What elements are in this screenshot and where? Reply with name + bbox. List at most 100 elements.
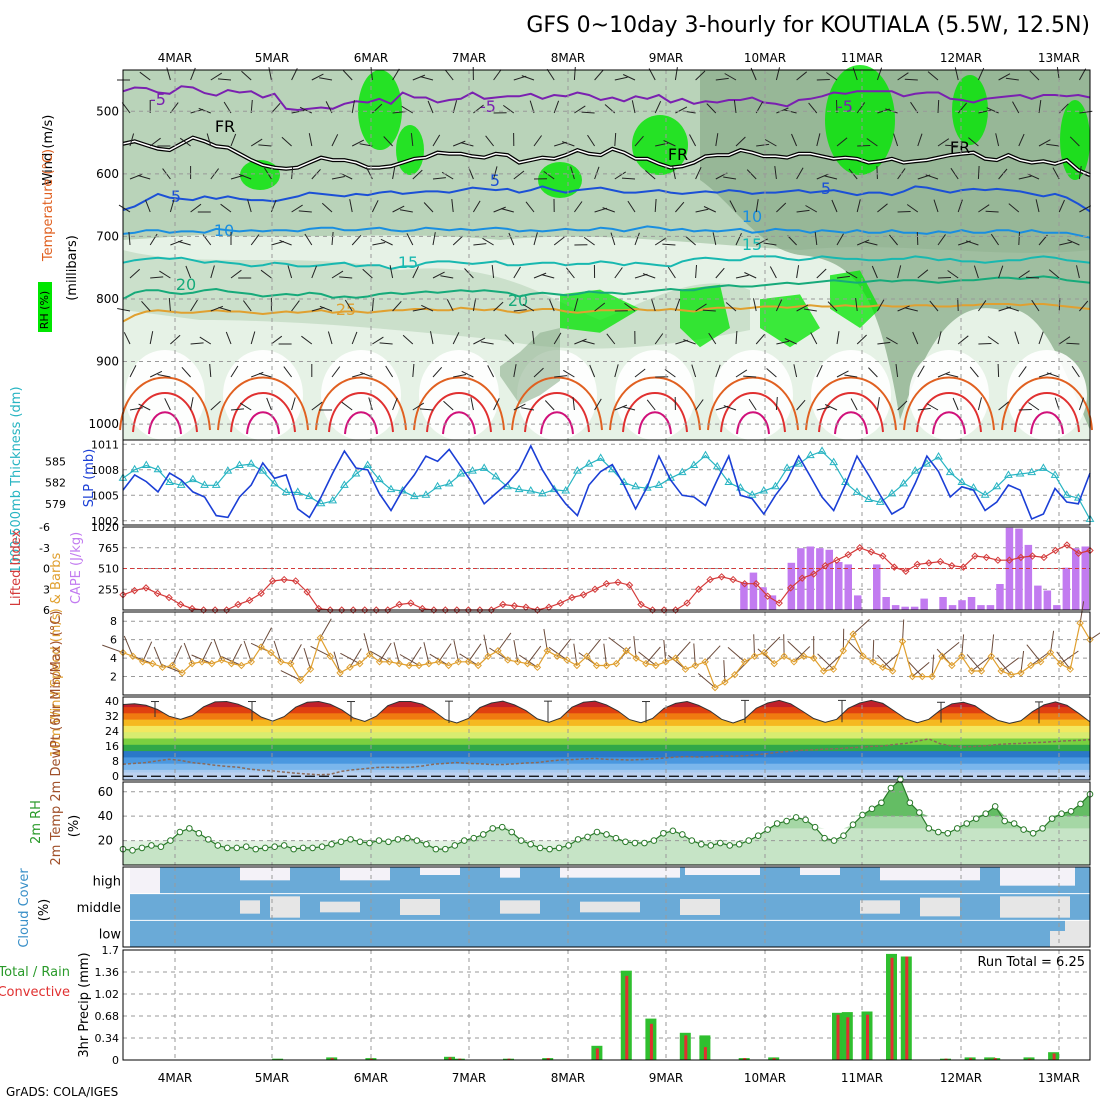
- rh2m-marker: [849, 821, 857, 829]
- wind-barb: [1018, 231, 1020, 246]
- lifted-index-marker: [740, 580, 749, 588]
- lifted-index-marker: [798, 574, 806, 582]
- panel-frame: [122, 439, 1091, 526]
- lifted-index-marker: [602, 580, 611, 588]
- surface-wind-barb: [423, 642, 430, 664]
- cape-tick-label: 1020: [91, 521, 119, 534]
- thickness-marker: [141, 460, 151, 468]
- wind-barb: [793, 364, 798, 378]
- wind-barb: [662, 243, 676, 246]
- wind-barb: [917, 133, 923, 147]
- precip-convective-label: Convective: [0, 985, 70, 1000]
- wind-barb: [743, 375, 757, 378]
- surface-wind-barb: [231, 643, 242, 664]
- wind-barb: [513, 403, 526, 411]
- rh2m-axis-label: 2m RH: [29, 800, 44, 844]
- wind-barb: [344, 299, 353, 312]
- rh2m-marker: [242, 843, 250, 850]
- wind-barb: [973, 265, 979, 279]
- thickness-axis-label: 1000-500mb Thickness (dm): [9, 386, 24, 573]
- wind-barb: [570, 166, 575, 180]
- cape-bar: [948, 605, 957, 610]
- wind-speed-marker: [257, 643, 265, 651]
- wind-barb: [965, 240, 979, 246]
- wind-barb: [412, 402, 425, 411]
- temp-tick-label: 8: [112, 755, 119, 768]
- rh2m-marker: [802, 816, 809, 824]
- wind-barb: [129, 407, 143, 411]
- wind-speed-marker: [731, 671, 739, 679]
- rh2m-marker: [451, 842, 459, 849]
- wind-speed-marker: [533, 663, 542, 672]
- surface-wind-barb: [764, 636, 781, 653]
- lifted-index-marker: [671, 606, 680, 614]
- li-tick-label: 0: [43, 563, 50, 576]
- lifted-index-marker: [453, 606, 461, 614]
- wind-barb: [250, 234, 260, 246]
- wind-barb: [614, 267, 623, 279]
- wind-barb: [129, 173, 143, 180]
- wind-barb: [1079, 300, 1089, 312]
- surface-wind-barb: [280, 670, 301, 681]
- cloud-axis-label: Cloud Cover: [17, 868, 32, 948]
- wind-barb: [503, 104, 515, 114]
- wind-barb: [764, 139, 777, 147]
- wind-barb: [392, 68, 400, 81]
- lifted-index-marker: [936, 557, 945, 566]
- wind-barb: [986, 107, 999, 114]
- lifted-index-marker: [338, 606, 346, 614]
- wind-barb: [748, 398, 757, 411]
- surface-wind-barb: [1050, 630, 1055, 653]
- wind-barb: [937, 277, 952, 279]
- contour-label: 15: [742, 235, 762, 254]
- wind-barb: [379, 342, 393, 345]
- cape-tick-label: 765: [98, 542, 119, 555]
- wind-barb: [735, 274, 749, 279]
- wind-speed-marker: [928, 672, 936, 681]
- surface-wind-barb: [243, 640, 252, 662]
- cape-bar: [1034, 585, 1042, 610]
- wind-barb: [876, 299, 885, 312]
- wind-barb: [886, 337, 898, 345]
- thickness-marker: [363, 460, 373, 468]
- rh2m-marker: [413, 837, 421, 844]
- lifted-index-marker: [268, 577, 277, 585]
- contour-label: 10: [742, 207, 762, 226]
- dry-pocket: [1007, 350, 1087, 440]
- wind-barb: [440, 275, 454, 279]
- wind-barb: [897, 265, 902, 279]
- lifted-index-marker: [407, 599, 415, 607]
- panel-frame: [122, 781, 1091, 866]
- contour-30: [609, 376, 701, 431]
- wind-speed-marker: [425, 659, 433, 668]
- lifted-index-marker: [568, 593, 576, 602]
- date-tick-label-top: 10MAR: [744, 51, 786, 65]
- wind-barb: [977, 397, 982, 411]
- contour-label: -5: [837, 97, 853, 116]
- rh2m-area-high: [123, 779, 1090, 817]
- date-tick-label-bottom: 10MAR: [744, 1071, 786, 1085]
- wind-barb: [301, 335, 313, 345]
- contour-40: [344, 411, 378, 435]
- lifted-index-marker: [556, 599, 565, 607]
- wind-barb: [589, 364, 596, 378]
- wind-barb: [118, 204, 131, 213]
- wind-barb: [190, 397, 194, 411]
- dry-pocket: [811, 350, 891, 440]
- wind-speed-marker: [652, 661, 660, 670]
- rh2m-marker: [1058, 810, 1065, 818]
- thickness-marker: [339, 480, 349, 488]
- surface-wind-barb: [931, 654, 935, 677]
- lifted-index-marker: [683, 599, 691, 607]
- wind-barb: [667, 266, 676, 279]
- precip-convective-bar: [448, 1057, 452, 1060]
- wind-barb: [1048, 269, 1060, 279]
- rh2m-marker: [603, 831, 610, 838]
- wind-barb: [850, 398, 858, 411]
- wind-barb: [164, 398, 171, 411]
- pressure-axis-label: (millibars): [65, 235, 80, 301]
- lifted-index-marker: [1051, 546, 1060, 555]
- wind-speed-marker: [326, 652, 334, 660]
- wind-barb: [998, 168, 1008, 180]
